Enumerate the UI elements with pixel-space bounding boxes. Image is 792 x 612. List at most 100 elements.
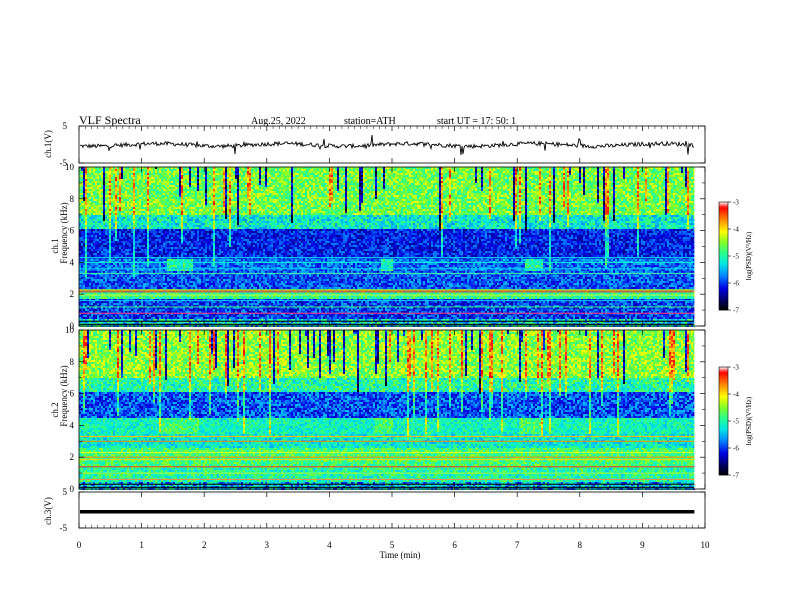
ch2-spectrogram-ylabel-frequency: Frequency (kHz) — [59, 365, 69, 426]
ch1-colorbar-gradient-cell — [719, 261, 728, 264]
time-axis-tick-label: 6 — [452, 540, 457, 550]
ch1-colorbar-tick-label: -7 — [733, 307, 739, 315]
ch1-colorbar-gradient-cell — [719, 214, 728, 217]
time-axis-tick-label: 8 — [578, 540, 583, 550]
time-axis: 0 1 2 3 4 5 6 7 8 9 10 — [77, 126, 710, 550]
ch1-colorbar-gradient-cell — [719, 223, 728, 226]
ch1-colorbar-gradient-cell — [719, 203, 728, 206]
ch2-colorbar-label: log(PSD)(V²/Hz) — [745, 396, 753, 445]
ch1-colorbar-gradient-cell — [719, 288, 728, 291]
ch1-colorbar-gradient-cell — [719, 274, 728, 277]
ch2-colorbar-gradient-cell — [719, 388, 728, 391]
ch2-colorbar-tick-label: -5 — [733, 418, 739, 426]
ch2-colorbar-gradient-cell — [719, 395, 728, 398]
ch2-colorbar-gradient-cell — [719, 392, 728, 395]
ch1-colorbar-gradient-cell — [719, 283, 728, 286]
ch3-waveform-panel: 5 -5 ch.3(V) — [43, 487, 706, 533]
ch2-colorbar-gradient-cell — [719, 464, 728, 467]
time-axis-tick-label: 7 — [515, 540, 520, 550]
ch1-colorbar-gradient-cell — [719, 232, 728, 235]
ch2-colorbar-gradient-cell — [719, 370, 728, 373]
ch1-colorbar-gradient-cell — [719, 230, 728, 233]
ch2-colorbar-gradient-cell — [719, 390, 728, 393]
ch1-colorbar-gradient-cell — [719, 216, 728, 219]
ch2-spectrogram-ytick-label: 6 — [70, 389, 75, 399]
ch1-colorbar-gradient-cell — [719, 281, 728, 284]
ch1-spectrogram-ytick-label: 8 — [70, 194, 75, 204]
ch1-spectrogram-ylabel-channel: ch.1 — [50, 238, 60, 253]
ch1-colorbar-gradient-cell — [719, 268, 728, 271]
ch2-colorbar-gradient-cell — [719, 394, 728, 397]
ch2-colorbar-gradient-cell — [719, 439, 728, 442]
ch1-colorbar-gradient-cell — [719, 209, 728, 212]
ch1-colorbar-gradient-cell — [719, 248, 728, 251]
ch3-waveform-frame — [78, 491, 706, 529]
ch1-colorbar-gradient-cell — [719, 241, 728, 244]
time-axis-tick-label: 3 — [265, 540, 270, 550]
ch2-colorbar-gradient-cell — [719, 386, 728, 389]
ch2-colorbar-gradient-cell — [719, 460, 728, 463]
ch2-colorbar-gradient-cell — [719, 367, 728, 370]
time-axis-label: Time (min) — [380, 550, 421, 560]
ch1-colorbar-tick-label: -4 — [733, 226, 739, 234]
ch1-colorbar-gradient-cell — [719, 286, 728, 289]
ch2-spectrogram-ytick-label: 4 — [70, 420, 75, 430]
ch2-colorbar-tick-label: -7 — [733, 472, 739, 480]
ch2-colorbar-gradient-cell — [719, 404, 728, 407]
ch1-spectrogram-ytick-label: 2 — [70, 289, 75, 299]
ch1-colorbar-gradient-cell — [719, 239, 728, 242]
ch2-spectrogram-ytick-label: 2 — [70, 452, 75, 462]
time-axis-tick-label: 0 — [77, 540, 82, 550]
ch1-colorbar-gradient-cell — [719, 257, 728, 260]
ch2-spectrogram-ytick-label: 10 — [65, 325, 75, 335]
ch1-waveform-panel: 5 -5 ch.1(V) — [43, 121, 706, 168]
ch2-colorbar-gradient-cell — [719, 431, 728, 434]
ch1-colorbar-gradient-cell — [719, 306, 728, 309]
ch1-waveform-trace — [79, 134, 694, 155]
ch1-spectrogram-image — [79, 167, 705, 327]
ch1-colorbar-gradient-cell — [719, 265, 728, 268]
ch2-colorbar-gradient-cell — [719, 437, 728, 440]
ch1-colorbar-label: log(PSD)(V²/Hz) — [745, 231, 753, 280]
ch2-colorbar-gradient-cell — [719, 451, 728, 454]
ch3-waveform-ytick-label: 5 — [63, 487, 68, 497]
figure-date: Aug.25, 2022 — [251, 116, 306, 127]
ch1-colorbar-gradient-cell — [719, 207, 728, 210]
ch1-colorbar-gradient-cell — [719, 243, 728, 246]
time-axis-tick-label: 4 — [327, 540, 332, 550]
ch2-colorbar-gradient-cell — [719, 417, 728, 420]
ch1-spectrogram-ytick-label: 0 — [70, 321, 75, 331]
ch1-colorbar-gradient-cell — [719, 259, 728, 262]
ch1-colorbar-gradient-cell — [719, 256, 728, 259]
ch1-colorbar-gradient-cell — [719, 245, 728, 248]
time-axis-tick-label: 9 — [640, 540, 645, 550]
ch2-colorbar-gradient-cell — [719, 449, 728, 452]
ch1-colorbar-gradient-cell — [719, 270, 728, 273]
ch1-colorbar-gradient-cell — [719, 236, 728, 239]
ch2-colorbar-tick-label: -3 — [733, 364, 739, 372]
ch1-colorbar-gradient-cell — [719, 202, 728, 205]
ch2-colorbar-gradient-cell — [719, 448, 728, 451]
ch1-colorbar-gradient-cell — [719, 304, 728, 307]
ch3-waveform-ytick-label: -5 — [60, 523, 68, 533]
ch1-colorbar-gradient-cell — [719, 247, 728, 250]
ch1-colorbar-gradient-cell — [719, 221, 728, 224]
ch2-colorbar-gradient-cell — [719, 410, 728, 413]
ch1-spectrogram-ytick-label: 10 — [65, 162, 75, 172]
ch2-colorbar-gradient-cell — [719, 433, 728, 436]
ch1-colorbar-gradient-cell — [719, 225, 728, 228]
ch1-colorbar-tick-label: -3 — [733, 199, 739, 207]
ch2-spectrogram-ylabel-channel: ch.2 — [50, 402, 60, 417]
ch2-colorbar-gradient-cell — [719, 401, 728, 404]
ch2-colorbar-gradient-cell — [719, 379, 728, 382]
ch2-colorbar-gradient-cell — [719, 467, 728, 470]
ch2-colorbar-gradient-cell — [719, 383, 728, 386]
ch2-colorbar-gradient-cell — [719, 406, 728, 409]
ch2-colorbar-gradient-cell — [719, 385, 728, 388]
ch1-spectrogram-ylabel-frequency: Frequency (kHz) — [59, 202, 69, 263]
ch2-colorbar-gradient-cell — [719, 412, 728, 415]
ch2-colorbar-gradient-cell — [719, 368, 728, 371]
ch2-colorbar-gradient-cell — [719, 457, 728, 460]
ch2-spectrogram-ytick-label: 0 — [70, 484, 75, 494]
